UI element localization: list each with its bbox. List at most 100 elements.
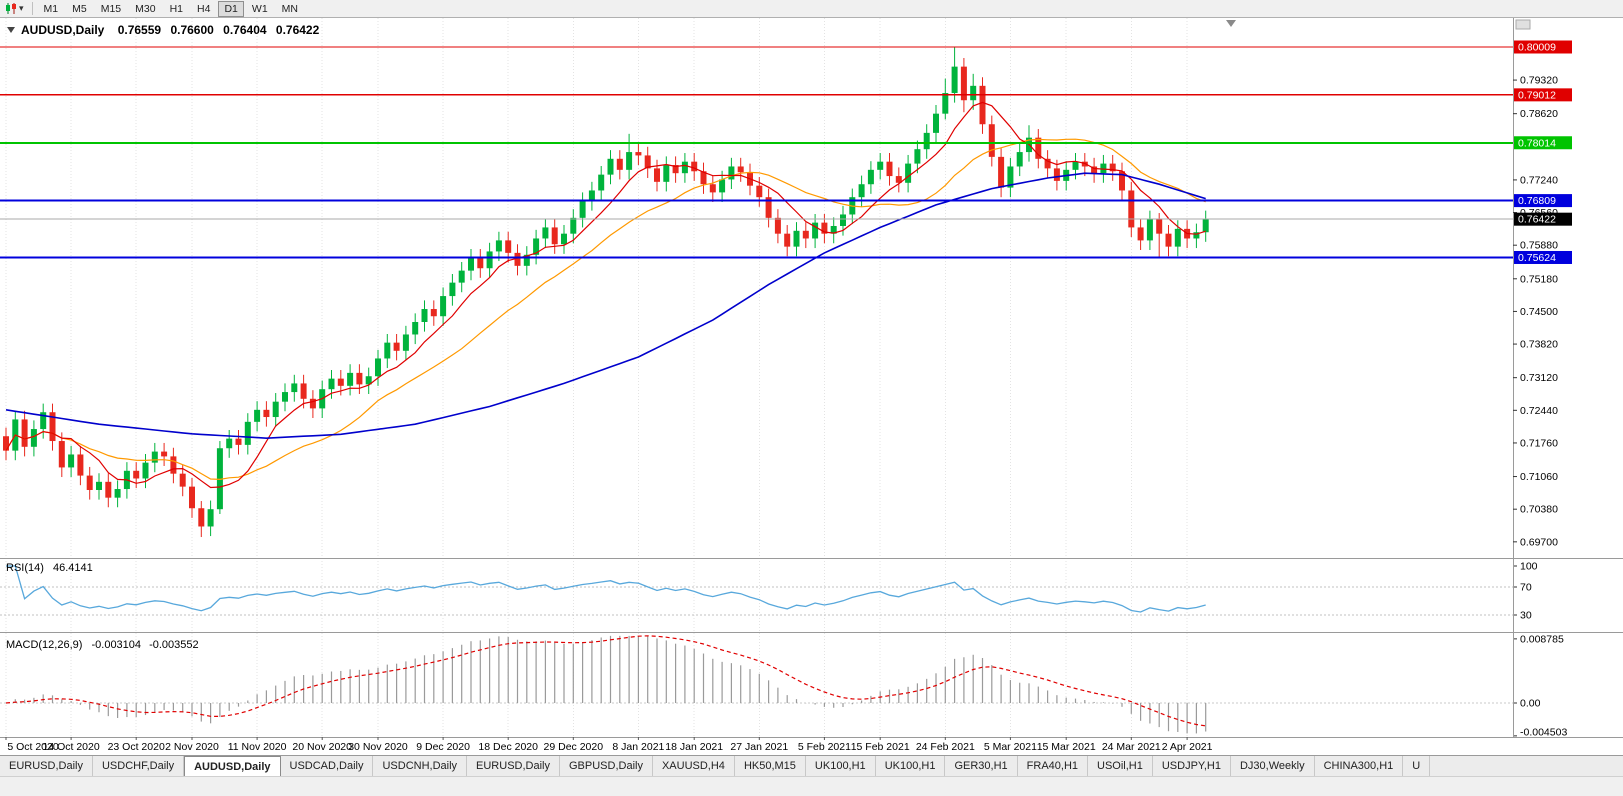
bull-candle [328,378,335,390]
chart-tab[interactable]: USDJPY,H1 [1152,756,1231,776]
bear-candle [895,176,902,183]
date-label: 27 Jan 2021 [730,741,788,753]
chart-tab[interactable]: GER30,H1 [945,756,1018,776]
bear-candle [356,372,363,385]
price-axis-grip[interactable] [1515,19,1531,30]
bear-candle [58,441,65,468]
bull-candle [867,169,874,185]
chart-tab[interactable]: AUDUSD,Daily [184,756,281,776]
timeframe-button-w1[interactable]: W1 [251,2,268,15]
bull-candle [523,254,530,266]
bull-candle [449,282,456,297]
bull-candle [570,217,577,234]
chart-tabbar: EURUSD,Daily USDCHF,Daily AUDUSD,Daily USDC… [0,755,1623,776]
price-level-label [1514,194,1572,208]
borders-layer [0,18,1623,738]
title-marker-icon [7,27,15,33]
title-close: 0.76422 [276,23,320,37]
bull-candle [30,429,37,447]
svg-text:0.76809: 0.76809 [1518,195,1556,207]
bear-candle [979,85,986,125]
date-label: 24 Mar 2021 [1102,741,1161,753]
timeframe-button-mn[interactable]: MN [281,2,298,15]
bear-candle [700,171,707,185]
price-level-label [1514,88,1572,102]
chart-type-icon[interactable] [3,2,19,15]
chart-svg[interactable]: 100 70 30 0.008785 0.00 -0.004503 0.79320 0.7… [0,18,1623,755]
chart-tab[interactable]: USDCAD,Daily [280,756,374,776]
bear-candle [616,158,623,170]
chart-tab[interactable]: CHINA300,H1 [1314,756,1404,776]
chart-tab[interactable]: USDCHF,Daily [92,756,185,776]
bear-candle [235,438,242,445]
bull-candle [486,251,493,269]
bull-candle [719,179,726,193]
bull-candle [905,163,912,183]
svg-text:0.80009: 0.80009 [1518,42,1556,54]
dropdown-caret-icon[interactable]: ▾ [19,3,24,13]
date-label: 24 Feb 2021 [916,741,975,753]
timeframe-button-m15[interactable]: M15 [100,2,122,15]
bear-candle [1119,171,1125,191]
timeframe-button-m1[interactable]: M1 [43,2,59,15]
bull-candle [291,383,298,393]
ma-slow-line [5,172,1206,440]
bull-candle [607,158,614,175]
bull-candle [579,201,586,218]
price-tick-label: 0.78620 [1520,108,1558,120]
chart-shift-marker-icon[interactable] [1226,20,1236,27]
chart-tab[interactable]: DJ30,Weekly [1230,756,1315,776]
bull-candle [970,85,977,101]
bull-candle [840,214,846,226]
date-label: 18 Dec 2020 [478,741,538,753]
timeframe-button-h4[interactable]: H4 [197,2,211,15]
bull-candle [858,184,865,198]
bull-candle [1146,219,1153,241]
bull-candle [254,409,261,422]
price-tick-label: 0.79320 [1520,75,1558,87]
bull-candle [216,448,223,510]
bear-candle [784,233,791,247]
chart-tab[interactable]: HK50,M15 [734,756,806,776]
chart-tab[interactable]: GBPUSD,Daily [560,756,653,776]
title-low: 0.76404 [223,23,267,37]
title-open: 0.76559 [118,23,162,37]
price-level-label [1514,136,1572,150]
chart-title: AUDUSD,Daily 0.76559 0.76600 0.76404 0.7… [21,23,320,37]
chart-tab[interactable]: USOil,H1 [1088,756,1153,776]
bull-candle [914,149,921,164]
bull-candle [142,462,149,479]
rsi-tick-label: 100 [1520,561,1538,573]
chart-tab[interactable]: EURUSD,Daily [0,756,93,776]
timeframe-button-h1[interactable]: H1 [169,2,184,15]
bull-candle [68,454,75,468]
bear-candle [309,398,316,409]
price-tick-label: 0.75880 [1520,240,1558,252]
chart-tab[interactable]: U [1403,756,1431,776]
price-level-label [1514,40,1572,54]
price-level-label [1514,212,1572,226]
bear-candle [337,378,344,386]
chart-tab[interactable]: USDCNH,Daily [373,756,468,776]
chart-tab[interactable]: UK100,H1 [805,756,876,776]
bear-candle [1044,158,1051,169]
bear-candle [170,456,177,474]
timeframe-button-m5[interactable]: M5 [72,2,87,15]
date-label: 23 Oct 2020 [108,741,165,753]
chart-tab[interactable]: FRA40,H1 [1017,756,1089,776]
bull-candle [375,358,381,377]
chart-tab[interactable]: UK100,H1 [875,756,946,776]
macd-label: MACD(12,26,9) -0.003104 -0.003552 [6,639,199,651]
bull-candle [114,489,121,498]
chart-tab[interactable]: XAUUSD,H4 [652,756,735,776]
bull-candle [542,227,549,239]
chart-tab[interactable]: EURUSD,Daily [467,756,560,776]
timeframe-button-d1[interactable]: D1 [218,0,244,17]
bull-candle [830,225,837,234]
timeframe-button-m30[interactable]: M30 [135,2,156,15]
bull-candle [533,238,540,255]
rsi-label: RSI(14) 46.4141 [6,562,93,574]
date-label: 15 Feb 2021 [851,741,910,753]
title-high: 0.76600 [170,23,214,37]
